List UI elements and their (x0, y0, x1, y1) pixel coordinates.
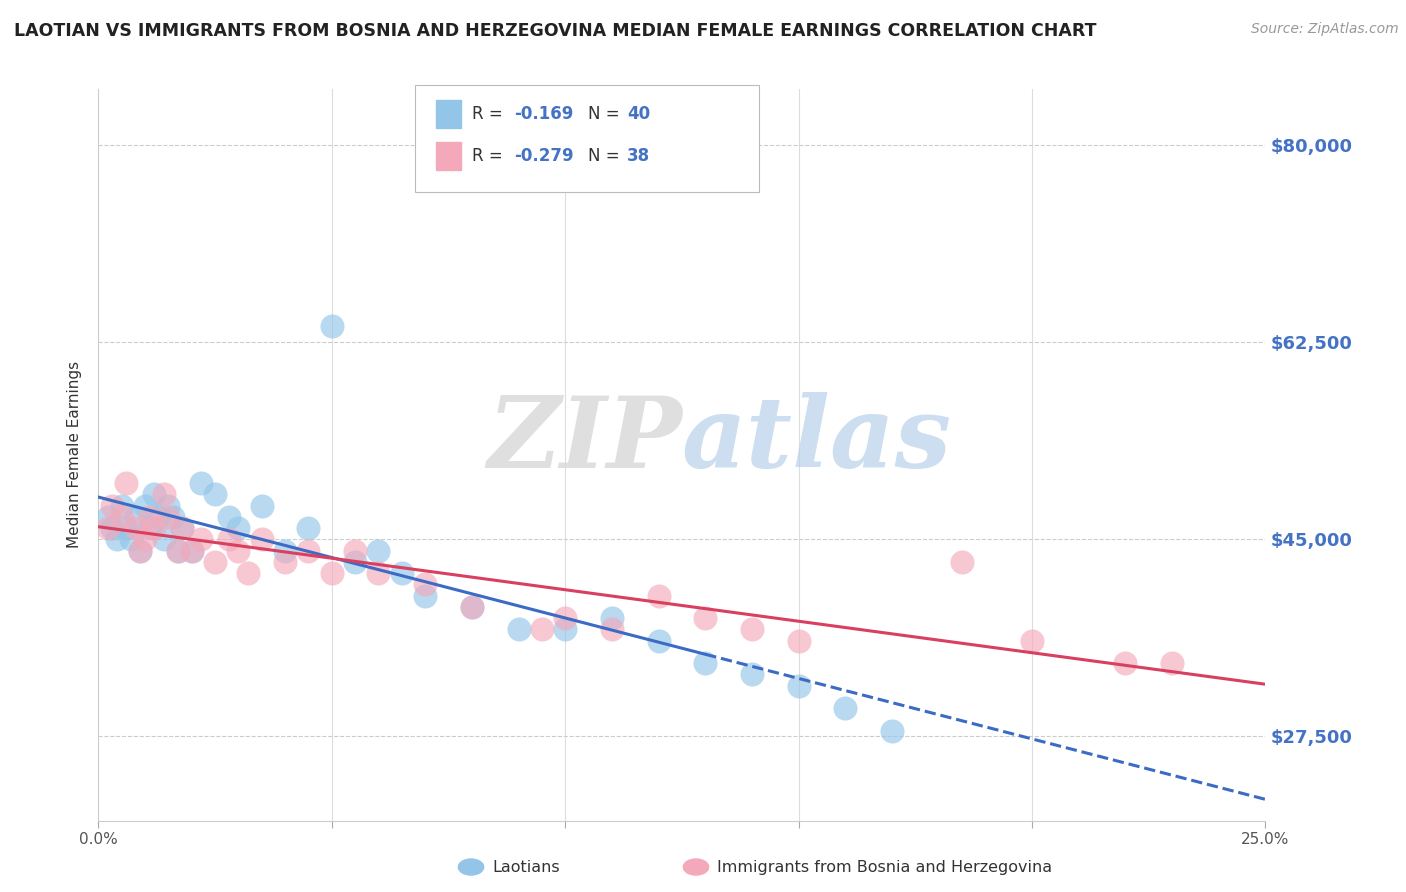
Text: N =: N = (588, 147, 624, 165)
Point (413, 577, 436, 591)
Text: R =: R = (472, 147, 509, 165)
Point (162, 509, 184, 524)
Point (115, 476, 138, 491)
Point (172, 521, 194, 535)
Point (143, 521, 166, 535)
Point (190, 476, 212, 491)
Point (166, 543, 188, 558)
Point (1021, 633, 1043, 648)
Point (695, 611, 717, 625)
Text: -0.279: -0.279 (515, 147, 574, 165)
Point (134, 499, 156, 513)
Point (218, 533, 240, 547)
Point (787, 679, 810, 693)
Point (228, 543, 250, 558)
Point (218, 509, 240, 524)
Point (228, 521, 250, 535)
Y-axis label: Median Female Earnings: Median Female Earnings (67, 361, 83, 549)
Point (101, 499, 124, 513)
Point (105, 533, 128, 547)
Point (297, 521, 319, 535)
Point (413, 589, 436, 603)
Point (97, 521, 120, 535)
Text: Immigrants from Bosnia and Herzegovina: Immigrants from Bosnia and Herzegovina (717, 860, 1052, 874)
Point (461, 599, 484, 614)
Point (152, 487, 174, 501)
Point (190, 533, 212, 547)
Point (1114, 656, 1136, 670)
Point (508, 623, 530, 637)
Point (115, 521, 138, 535)
Point (344, 543, 367, 558)
Point (180, 543, 202, 558)
Point (950, 555, 973, 569)
Point (461, 599, 484, 614)
Text: Laotians: Laotians (492, 860, 560, 874)
Point (647, 633, 669, 648)
Point (344, 555, 367, 569)
Point (321, 566, 343, 580)
Text: -0.169: -0.169 (515, 105, 574, 123)
Point (600, 611, 623, 625)
Point (600, 623, 623, 637)
Point (148, 509, 170, 524)
Point (647, 589, 669, 603)
Point (166, 543, 188, 558)
Point (236, 566, 259, 580)
Point (111, 509, 134, 524)
Point (250, 499, 273, 513)
Point (143, 487, 166, 501)
Point (180, 543, 202, 558)
Point (172, 521, 194, 535)
Text: ZIP: ZIP (486, 392, 682, 489)
Point (120, 533, 142, 547)
Point (367, 543, 389, 558)
Point (125, 521, 148, 535)
Text: Source: ZipAtlas.com: Source: ZipAtlas.com (1251, 22, 1399, 37)
Point (157, 499, 180, 513)
Point (274, 555, 297, 569)
Text: atlas: atlas (682, 392, 952, 489)
Point (139, 509, 162, 524)
Point (134, 533, 156, 547)
Point (111, 499, 134, 513)
Point (741, 623, 763, 637)
Point (741, 667, 763, 681)
Text: 38: 38 (627, 147, 650, 165)
Point (321, 318, 343, 333)
Point (695, 656, 717, 670)
Point (157, 509, 180, 524)
Point (554, 611, 576, 625)
Point (97, 509, 120, 524)
Point (250, 533, 273, 547)
Point (204, 555, 226, 569)
Point (391, 566, 413, 580)
Point (129, 543, 152, 558)
Point (367, 566, 389, 580)
Point (204, 487, 226, 501)
Point (139, 521, 162, 535)
Point (880, 723, 903, 738)
Point (530, 623, 553, 637)
Point (554, 623, 576, 637)
Point (787, 633, 810, 648)
Point (125, 509, 148, 524)
Point (152, 533, 174, 547)
Text: N =: N = (588, 105, 624, 123)
Point (297, 543, 319, 558)
Point (1161, 656, 1184, 670)
Text: R =: R = (472, 105, 509, 123)
Point (274, 543, 297, 558)
Text: 40: 40 (627, 105, 650, 123)
Point (101, 521, 124, 535)
Point (834, 701, 856, 715)
Text: LAOTIAN VS IMMIGRANTS FROM BOSNIA AND HERZEGOVINA MEDIAN FEMALE EARNINGS CORRELA: LAOTIAN VS IMMIGRANTS FROM BOSNIA AND HE… (14, 22, 1097, 40)
Point (129, 543, 152, 558)
